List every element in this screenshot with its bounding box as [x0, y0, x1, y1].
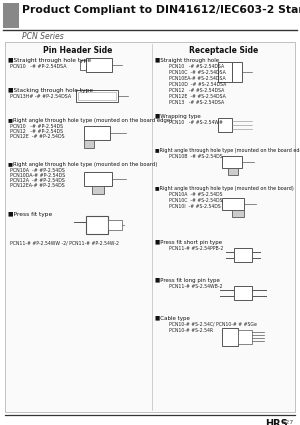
- Text: ■Press fit short pin type: ■Press fit short pin type: [155, 240, 222, 245]
- Text: ■Stacking through hole type: ■Stacking through hole type: [8, 88, 93, 93]
- Bar: [222, 156, 242, 168]
- Bar: [234, 286, 252, 300]
- Bar: [232, 210, 244, 217]
- Text: PCN12A  -# #P-2.54DS: PCN12A -# #P-2.54DS: [10, 178, 65, 183]
- Bar: [234, 248, 252, 262]
- Text: PCN12E  -# #S-2.54DSA: PCN12E -# #S-2.54DSA: [169, 94, 226, 99]
- Text: ■Right angle through hole type (mounted on the board edge): ■Right angle through hole type (mounted …: [8, 118, 172, 123]
- Text: PCN10   -# #S-2.54DSA: PCN10 -# #S-2.54DSA: [169, 64, 224, 69]
- Text: PCN12E  -# #P-2.54DS: PCN12E -# #P-2.54DS: [10, 134, 64, 139]
- Text: PCN10C  -# #S-2.54DS: PCN10C -# #S-2.54DS: [169, 198, 223, 203]
- Bar: [218, 118, 232, 132]
- Text: PCN11-# #S-2.54PPB-2: PCN11-# #S-2.54PPB-2: [169, 246, 224, 251]
- Bar: [5, 42, 295, 412]
- Text: PCN10DA-# #P-2.54DS: PCN10DA-# #P-2.54DS: [10, 173, 65, 178]
- Bar: [232, 62, 242, 82]
- Bar: [76, 90, 118, 102]
- Text: ■Right angle through hole type (mounted on the board): ■Right angle through hole type (mounted …: [8, 162, 158, 167]
- Text: ■Straight through hole type: ■Straight through hole type: [8, 58, 91, 63]
- Text: ■Straight through hole: ■Straight through hole: [155, 58, 219, 63]
- Bar: [84, 172, 112, 186]
- Text: ■Press fit long pin type: ■Press fit long pin type: [155, 278, 220, 283]
- Text: PCN10   -# #S-2.54W#: PCN10 -# #S-2.54W#: [169, 120, 223, 125]
- Bar: [80, 60, 86, 70]
- Text: ■Cable type: ■Cable type: [155, 316, 190, 321]
- Text: PCN10   -# #P-2.54DS: PCN10 -# #P-2.54DS: [10, 124, 63, 129]
- Text: PCN13   -# #S-2.54DSA: PCN13 -# #S-2.54DSA: [169, 100, 224, 105]
- Bar: [92, 186, 104, 194]
- Text: PCN10EA-# #S-2.54DSA: PCN10EA-# #S-2.54DSA: [169, 76, 226, 81]
- Text: ■Press fit type: ■Press fit type: [8, 212, 52, 217]
- Text: PCN12   -# #P-2.54DS: PCN12 -# #P-2.54DS: [10, 129, 63, 134]
- Bar: [218, 62, 232, 82]
- Text: PCN10D  -# #S-2.54DSA: PCN10D -# #S-2.54DSA: [169, 82, 226, 87]
- Text: ■Wrapping type: ■Wrapping type: [155, 114, 201, 119]
- Text: PCN12   -# #S-2.54DSA: PCN12 -# #S-2.54DSA: [169, 88, 224, 93]
- Bar: [86, 216, 108, 234]
- Bar: [86, 58, 112, 72]
- Text: PCN11-# #P-2.54WW -2/ PCN11-# #P-2.54W-2: PCN11-# #P-2.54WW -2/ PCN11-# #P-2.54W-2: [10, 240, 119, 245]
- Text: ■Right angle through hole type (mounted on the board edge): ■Right angle through hole type (mounted …: [155, 148, 300, 153]
- Text: HRS: HRS: [265, 419, 288, 425]
- Bar: [222, 198, 244, 210]
- Text: PCN Series: PCN Series: [22, 32, 64, 41]
- Bar: [222, 328, 238, 346]
- Text: Pin Header Side: Pin Header Side: [43, 46, 113, 55]
- Text: PCN11-# #S-2.54WB-2: PCN11-# #S-2.54WB-2: [169, 284, 223, 289]
- Text: PCN13H# -# #P-2.54DSA: PCN13H# -# #P-2.54DSA: [10, 94, 71, 99]
- Bar: [84, 126, 110, 140]
- Bar: [78, 92, 116, 100]
- Text: PCN10I  -# #S-2.54DS: PCN10I -# #S-2.54DS: [169, 204, 221, 209]
- Text: ■Right angle through hole type (mounted on the board): ■Right angle through hole type (mounted …: [155, 186, 294, 191]
- Bar: [84, 140, 94, 148]
- Bar: [238, 330, 252, 344]
- Text: Receptacle Side: Receptacle Side: [189, 46, 259, 55]
- Text: Product Compliant to DIN41612/IEC603-2 Standard: Product Compliant to DIN41612/IEC603-2 S…: [22, 5, 300, 15]
- Bar: [3, 3, 19, 28]
- Bar: [108, 220, 122, 230]
- Text: PCN10-# #S-2.54R: PCN10-# #S-2.54R: [169, 328, 213, 333]
- Text: A27: A27: [282, 420, 294, 425]
- Text: PCN10-# #S-2.54C/ PCN10-# # #SGe: PCN10-# #S-2.54C/ PCN10-# # #SGe: [169, 322, 257, 327]
- Text: PCN10A  -# #S-2.54DS: PCN10A -# #S-2.54DS: [169, 192, 223, 197]
- Text: PCN10   -# #P-2.54DSA: PCN10 -# #P-2.54DSA: [10, 64, 67, 69]
- Text: PCN10C  -# #S-2.54DSA: PCN10C -# #S-2.54DSA: [169, 70, 226, 75]
- Text: PCN10B  -# #S-2.54DS: PCN10B -# #S-2.54DS: [169, 154, 223, 159]
- Bar: [228, 168, 238, 175]
- Text: PCN10A  -# #P-2.54DS: PCN10A -# #P-2.54DS: [10, 168, 65, 173]
- Text: PCN12EA-# #P-2.54DS: PCN12EA-# #P-2.54DS: [10, 183, 65, 188]
